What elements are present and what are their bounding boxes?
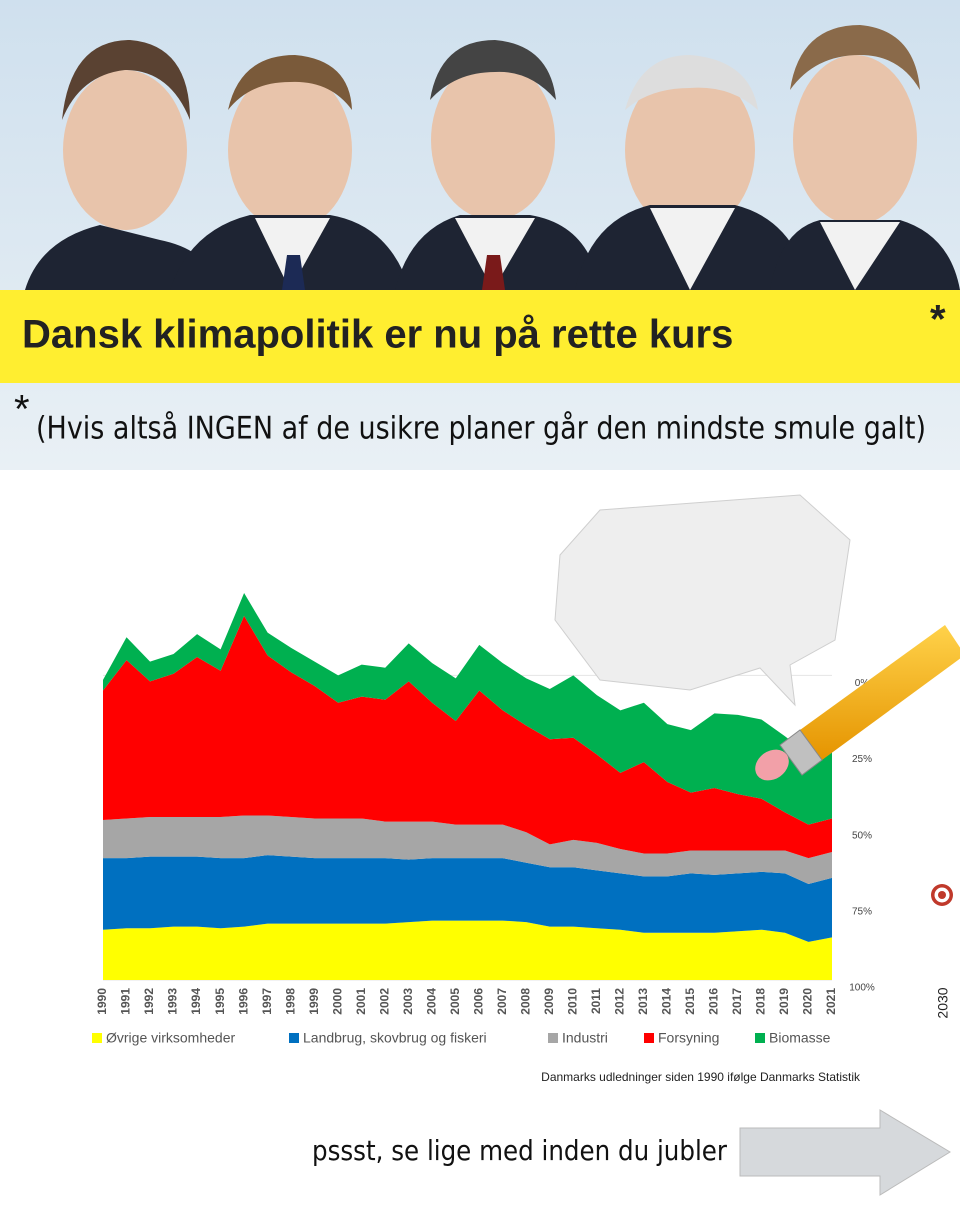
x-tick-label: 2021 — [824, 988, 838, 1015]
target-year: 2030 — [935, 987, 951, 1018]
x-tick-label: 2016 — [707, 988, 721, 1015]
x-tick-label: 1998 — [283, 988, 297, 1015]
legend-swatch — [644, 1033, 654, 1043]
title-asterisk: * — [930, 298, 946, 342]
legend-label: Øvrige virksomheder — [106, 1030, 235, 1046]
subtitle: (Hvis altså INGEN af de usikre planer gå… — [36, 411, 926, 447]
x-tick-label: 1993 — [166, 988, 180, 1015]
x-tick-label: 2005 — [448, 988, 462, 1015]
x-tick-label: 1991 — [119, 988, 133, 1015]
area — [103, 593, 832, 825]
x-tick-label: 2009 — [542, 988, 556, 1015]
x-tick-label: 2001 — [354, 988, 368, 1015]
x-tick-label: 2015 — [683, 988, 697, 1015]
x-tick-label: 2014 — [660, 988, 674, 1015]
speech-bubble — [554, 494, 851, 707]
x-tick-label: 2018 — [754, 988, 768, 1015]
legend-label: Forsyning — [658, 1030, 719, 1046]
y-tick-label: 0% — [855, 678, 870, 689]
x-tick-label: 2003 — [401, 988, 415, 1015]
portraits — [25, 25, 960, 290]
legend-label: Landbrug, skovbrug og fiskeri — [303, 1030, 487, 1046]
subtitle-asterisk: * — [14, 388, 30, 432]
x-tick-label: 2004 — [424, 988, 438, 1015]
x-tick-label: 1999 — [307, 988, 321, 1015]
y-tick-label: 100% — [849, 983, 875, 994]
x-tick-label: 2017 — [730, 988, 744, 1015]
x-tick-label: 1996 — [236, 988, 250, 1015]
y-tick-label: 75% — [852, 906, 872, 917]
x-tick-label: 1997 — [260, 988, 274, 1015]
source: Danmarks udledninger siden 1990 ifølge D… — [541, 1070, 861, 1084]
area — [103, 615, 832, 859]
area — [103, 920, 832, 980]
area — [103, 855, 832, 942]
title-banner — [0, 290, 960, 383]
legend-swatch — [755, 1033, 765, 1043]
title: Dansk klimapolitik er nu på rette kurs — [22, 313, 733, 357]
x-tick-label: 2013 — [636, 988, 650, 1015]
x-tick-label: 2012 — [613, 988, 627, 1015]
target-icon — [931, 884, 953, 906]
legend-swatch — [92, 1033, 102, 1043]
y-tick-label: 25% — [852, 754, 872, 765]
x-tick-label: 1992 — [142, 988, 156, 1015]
x-tick-label: 2019 — [777, 988, 791, 1015]
legend-label: Biomasse — [769, 1030, 831, 1046]
x-tick-label: 1995 — [213, 988, 227, 1015]
legend-swatch — [548, 1033, 558, 1043]
legend-swatch — [289, 1033, 299, 1043]
area — [103, 815, 832, 885]
x-tick-label: 2006 — [471, 988, 485, 1015]
x-tick-label: 1990 — [95, 988, 109, 1015]
x-tick-label: 2011 — [589, 988, 603, 1014]
x-tick-label: 2010 — [565, 988, 579, 1015]
x-tick-label: 2020 — [801, 988, 815, 1015]
pencil — [755, 625, 960, 781]
x-tick-label: 2007 — [495, 988, 509, 1015]
x-tick-label: 2008 — [518, 988, 532, 1015]
x-tick-label: 2002 — [377, 988, 391, 1015]
arrow — [739, 1109, 951, 1196]
footer-text: pssst, se lige med inden du jubler — [312, 1134, 727, 1167]
y-tick-label: 50% — [852, 830, 872, 841]
legend-label: Industri — [562, 1030, 608, 1046]
x-tick-label: 2000 — [330, 988, 344, 1015]
x-tick-label: 1994 — [189, 988, 203, 1015]
